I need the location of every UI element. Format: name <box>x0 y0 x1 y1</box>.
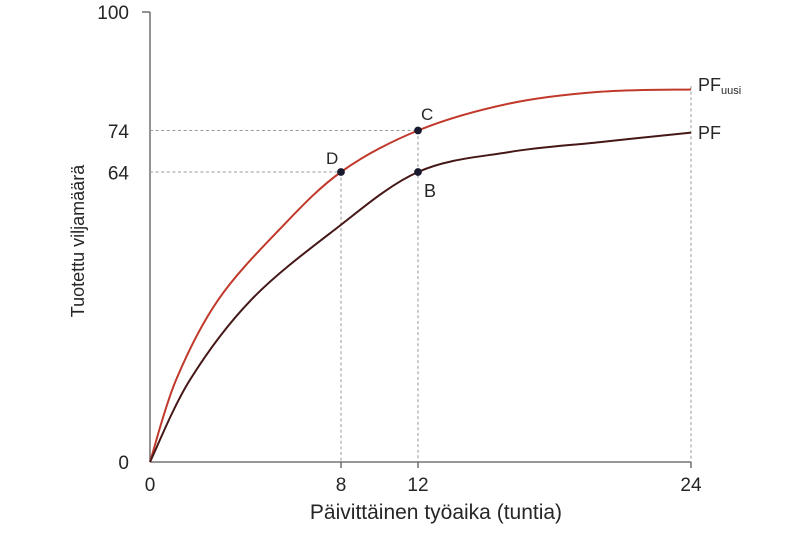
svg-text:D: D <box>326 149 338 168</box>
svg-text:8: 8 <box>336 475 347 496</box>
svg-text:B: B <box>424 181 436 201</box>
svg-text:100: 100 <box>97 3 129 24</box>
svg-text:Päivittäinen työaika (tuntia): Päivittäinen työaika (tuntia) <box>310 501 562 524</box>
svg-text:64: 64 <box>108 164 130 185</box>
svg-text:Tuotettu viljamäärä: Tuotettu viljamäärä <box>68 164 88 317</box>
svg-text:PF: PF <box>698 123 721 143</box>
svg-text:12: 12 <box>407 475 428 496</box>
svg-text:0: 0 <box>145 475 156 496</box>
svg-text:74: 74 <box>108 122 130 143</box>
svg-text:24: 24 <box>680 475 702 496</box>
svg-text:PFuusi: PFuusi <box>698 75 741 97</box>
svg-text:0: 0 <box>118 453 129 474</box>
svg-text:C: C <box>421 105 433 124</box>
